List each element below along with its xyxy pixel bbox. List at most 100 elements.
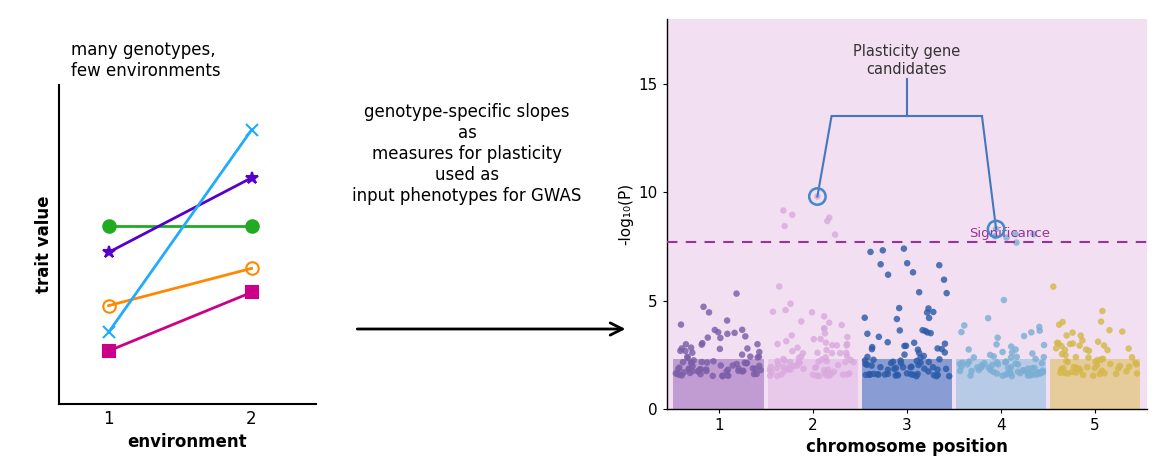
Point [1002, 363, 1020, 371]
Point [1086, 358, 1104, 365]
Point [993, 372, 1012, 379]
Point [972, 364, 991, 371]
Point [1076, 346, 1095, 353]
Point [895, 351, 914, 359]
Text: Significance: Significance [969, 227, 1051, 240]
Point [1031, 368, 1049, 376]
Point [855, 357, 874, 364]
Point [838, 333, 856, 341]
Point [682, 360, 701, 367]
Point [888, 371, 907, 378]
Point [861, 248, 880, 256]
Point [972, 361, 991, 369]
Point [710, 345, 729, 352]
Point [904, 339, 923, 346]
Point [821, 370, 840, 377]
Point [1047, 345, 1066, 352]
Point [680, 365, 698, 373]
Point [964, 353, 983, 361]
Point [856, 360, 875, 368]
Point [882, 360, 901, 367]
Point [879, 271, 897, 279]
Point [769, 340, 787, 348]
Point [748, 370, 766, 378]
Point [897, 369, 916, 377]
Point [818, 217, 837, 225]
Bar [861, 359, 952, 409]
Point [930, 261, 949, 269]
Point [680, 365, 698, 373]
Point [711, 334, 730, 342]
Point [915, 365, 934, 372]
Point [783, 211, 801, 219]
Point [732, 351, 751, 359]
Point [904, 371, 923, 378]
Point [783, 332, 801, 339]
Point [1051, 369, 1069, 376]
Point [887, 364, 906, 372]
Point [704, 358, 723, 365]
Point [828, 361, 847, 369]
Point [1093, 307, 1111, 315]
Point [982, 366, 1000, 374]
Point [1093, 367, 1111, 375]
Point [1021, 371, 1040, 378]
Point [832, 321, 851, 329]
Point [1007, 353, 1026, 360]
Point [845, 359, 863, 366]
Point [1065, 363, 1083, 371]
Point [700, 309, 718, 316]
Text: Plasticity gene
candidates: Plasticity gene candidates [853, 44, 961, 77]
Point [1127, 360, 1145, 368]
Point [887, 372, 906, 379]
Point [762, 369, 780, 376]
Point [741, 353, 759, 360]
Point [928, 372, 947, 380]
Point [1055, 346, 1074, 353]
Point [717, 317, 736, 324]
Point [725, 329, 744, 337]
Point [776, 357, 794, 364]
Point [673, 345, 691, 352]
Point [820, 372, 839, 379]
Point [1032, 369, 1051, 376]
Point [1062, 368, 1081, 376]
Y-axis label: -log₁₀(P): -log₁₀(P) [618, 183, 633, 245]
Point [895, 245, 914, 252]
Point [697, 359, 716, 366]
Point [706, 326, 724, 334]
Point [1074, 371, 1093, 379]
Point [737, 360, 756, 367]
Point [959, 358, 978, 365]
Point [838, 340, 856, 348]
Point [888, 315, 907, 323]
Point [872, 363, 890, 371]
Point [823, 349, 841, 357]
Point [814, 313, 833, 320]
Point [987, 359, 1006, 366]
Point [996, 371, 1014, 378]
Point [1079, 354, 1097, 361]
Point [1034, 353, 1053, 361]
Point [815, 329, 834, 337]
Point [862, 345, 881, 353]
Point [729, 367, 748, 375]
Point [779, 364, 798, 371]
Point [1109, 365, 1128, 372]
Point [679, 354, 697, 362]
Point [768, 372, 786, 380]
Point [909, 361, 928, 369]
Point [1067, 369, 1086, 376]
Point [936, 340, 955, 347]
Point [804, 371, 823, 378]
Point [928, 345, 947, 352]
Point [732, 326, 751, 334]
Point [1019, 372, 1038, 379]
Bar [1049, 359, 1140, 409]
Point [1092, 356, 1110, 363]
Point [1047, 339, 1066, 346]
Point [1089, 338, 1108, 345]
Point [683, 367, 702, 375]
Point [968, 364, 986, 371]
Point [691, 365, 710, 373]
